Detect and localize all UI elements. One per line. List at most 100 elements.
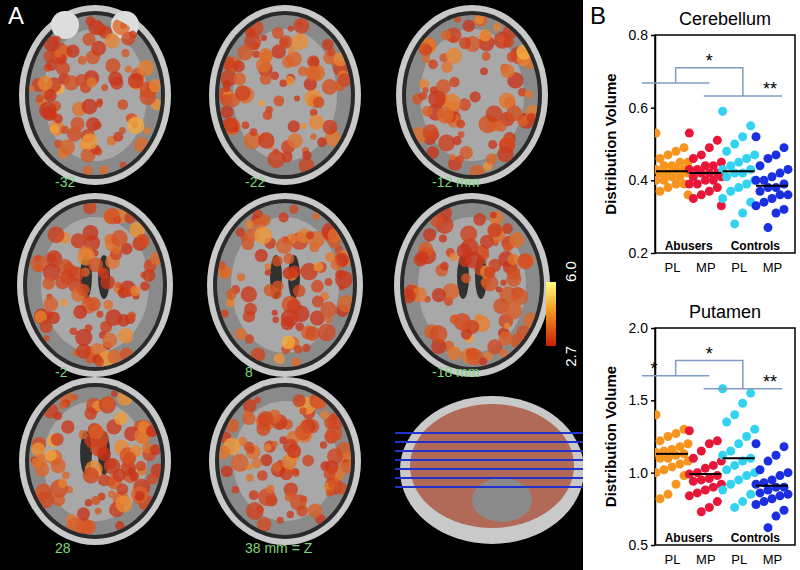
activation-blob xyxy=(440,262,449,271)
activation-blob xyxy=(102,396,114,408)
activation-blob xyxy=(287,511,294,518)
activation-blob xyxy=(150,444,161,455)
activation-blob xyxy=(325,252,335,262)
activation-blob xyxy=(79,430,88,439)
panel-label: A xyxy=(8,2,24,29)
activation-blob xyxy=(235,328,247,340)
data-point xyxy=(689,194,698,203)
activation-blob xyxy=(309,115,324,130)
data-point xyxy=(672,480,681,489)
activation-blob xyxy=(100,321,112,333)
activation-blob xyxy=(114,412,128,426)
data-point xyxy=(718,194,727,203)
activation-blob xyxy=(482,52,491,61)
activation-blob xyxy=(257,517,271,531)
activation-blob xyxy=(233,72,246,85)
significance-label: ** xyxy=(763,79,777,99)
panel-a xyxy=(0,0,583,570)
activation-blob xyxy=(439,234,447,242)
activation-blob xyxy=(78,56,87,65)
data-point xyxy=(713,436,722,445)
activation-blob xyxy=(249,490,259,500)
activation-blob xyxy=(96,311,103,318)
activation-blob xyxy=(429,325,447,343)
data-point xyxy=(656,436,665,445)
activation-blob xyxy=(511,288,528,305)
activation-blob xyxy=(123,288,132,297)
tick-label: PL xyxy=(731,260,747,275)
activation-blob xyxy=(76,344,91,359)
activation-blob xyxy=(288,133,303,148)
activation-blob xyxy=(489,211,504,226)
activation-blob xyxy=(73,305,87,319)
scalp xyxy=(19,377,171,545)
tick-mark xyxy=(651,253,655,255)
data-point xyxy=(705,503,714,512)
activation-blob xyxy=(423,228,436,241)
mean-line xyxy=(723,457,755,459)
activation-overlay xyxy=(30,390,165,535)
activation-blob xyxy=(134,137,150,153)
data-point xyxy=(752,500,761,509)
data-point xyxy=(746,389,755,398)
activation-blob xyxy=(475,314,483,322)
activation-blob xyxy=(232,486,240,494)
axis-line xyxy=(655,36,657,254)
activation-blob xyxy=(123,452,136,465)
y-tick: 0.2 xyxy=(629,245,655,261)
strip-chart: PutamenDistribution Volume0.51.01.52.0PL… xyxy=(602,302,795,567)
data-point xyxy=(768,194,777,203)
activation-blob xyxy=(136,461,146,471)
data-point xyxy=(764,457,773,466)
activation-blob xyxy=(322,39,334,51)
activation-blob xyxy=(261,35,267,41)
activation-blob xyxy=(102,333,117,348)
activation-blob xyxy=(246,445,261,460)
data-point xyxy=(680,143,689,152)
data-point xyxy=(768,494,777,503)
activation-blob xyxy=(423,124,439,140)
data-point xyxy=(672,451,681,460)
activation-blob xyxy=(37,491,54,508)
activation-blob xyxy=(142,269,155,282)
skull xyxy=(23,199,167,371)
activation-blob xyxy=(416,251,429,264)
activation-blob xyxy=(34,255,40,261)
tick-mark xyxy=(651,472,655,474)
activation-blob xyxy=(428,59,438,69)
data-point xyxy=(697,150,706,159)
activation-blob xyxy=(300,407,307,414)
activation-blob xyxy=(506,272,521,287)
slice-label: -18 mm xyxy=(432,364,479,380)
activation-blob xyxy=(223,118,240,135)
data-point xyxy=(784,165,793,174)
activation-blob xyxy=(289,205,298,214)
activation-blob xyxy=(55,275,69,289)
activation-blob xyxy=(147,473,158,484)
skull xyxy=(400,199,544,371)
data-point xyxy=(676,459,685,468)
tick-label: MP xyxy=(696,260,716,275)
group-label: Controls xyxy=(731,239,781,253)
activation-blob xyxy=(310,134,316,140)
activation-blob xyxy=(273,96,284,107)
activation-blob xyxy=(302,151,311,160)
activation-blob xyxy=(241,286,257,302)
brain-slice xyxy=(19,377,171,545)
y-axis: 0.20.40.60.8 xyxy=(629,27,656,261)
significance-bracket xyxy=(676,361,743,389)
activation-blob xyxy=(312,296,324,308)
tick-label: 1.5 xyxy=(629,392,649,408)
activation-blob xyxy=(250,128,258,136)
activation-blob xyxy=(430,215,443,228)
y-tick: 2.0 xyxy=(629,320,655,336)
y-tick: 1.0 xyxy=(629,465,655,481)
figure: -32-22-12 mm-28-18 mm2838 mm = ZA2.76.0B… xyxy=(0,0,800,570)
data-point xyxy=(784,490,793,499)
activation-blob xyxy=(235,85,251,101)
activation-blob xyxy=(101,84,108,91)
data-point xyxy=(701,486,710,495)
white-matter xyxy=(41,217,149,353)
activation-blob xyxy=(305,326,320,341)
data-point xyxy=(685,179,694,188)
